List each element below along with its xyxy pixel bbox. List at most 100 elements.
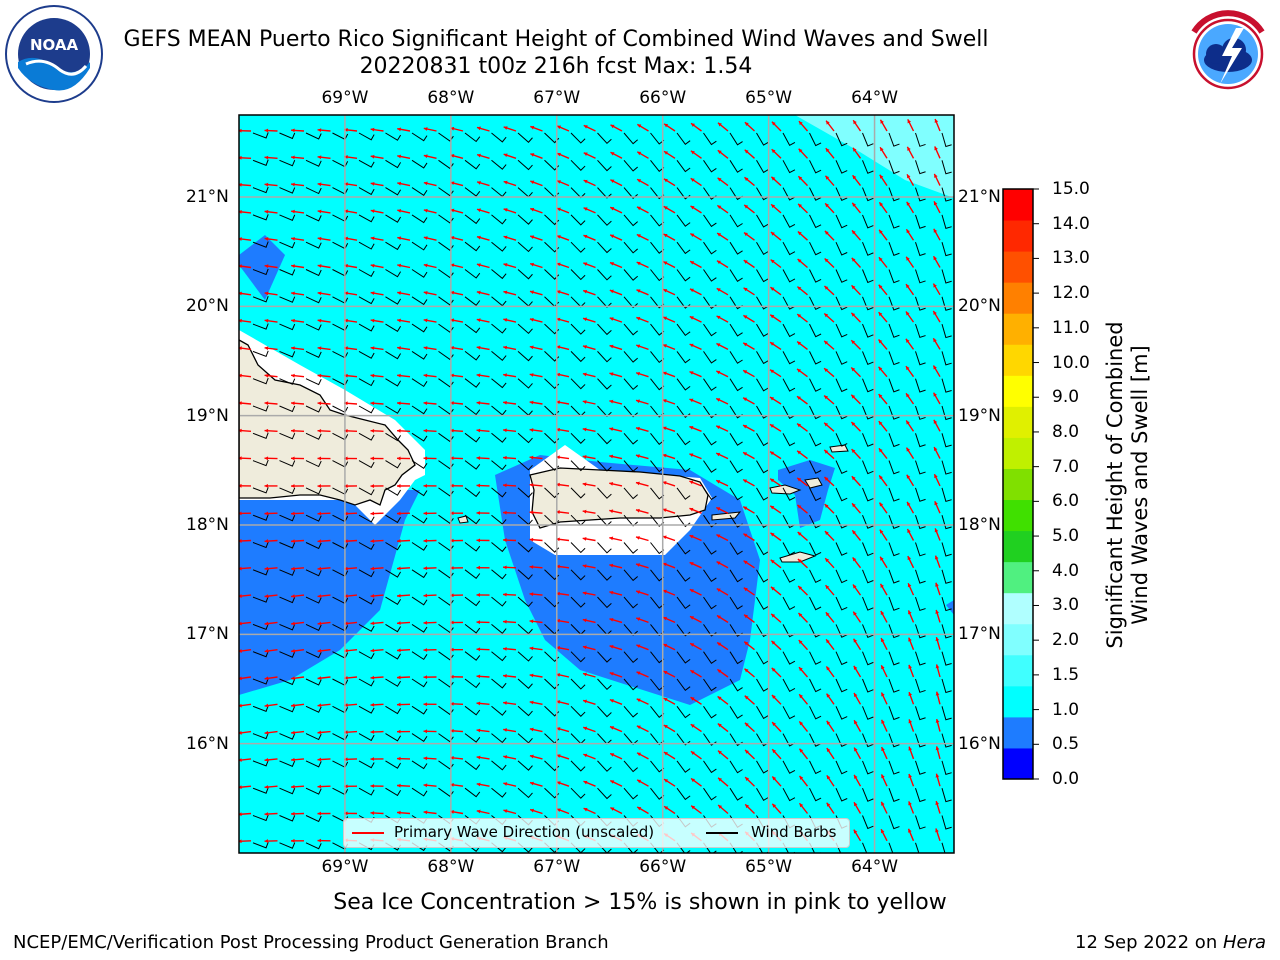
wind-barb (358, 569, 375, 578)
wave-direction-arrowhead (583, 152, 588, 157)
wave-direction-arrowhead (291, 784, 295, 789)
wave-direction-arrowhead (717, 205, 722, 210)
wave-direction-arrowhead (317, 236, 322, 241)
wind-barb (491, 405, 507, 416)
wave-direction-arrow (962, 446, 967, 458)
wave-direction-arrowhead (529, 345, 534, 350)
wind-barb (252, 705, 269, 712)
wind-barb (941, 706, 952, 721)
wave-direction-arrowhead (771, 121, 776, 126)
wind-barb (517, 787, 533, 799)
wind-barb (252, 487, 269, 494)
colorbar-segment (1003, 499, 1033, 532)
wave-direction-arrowhead (264, 621, 269, 626)
wave-direction-arrowhead (344, 484, 348, 488)
wave-direction-arrowhead (609, 317, 614, 321)
sea-ice-note: Sea Ice Concentration > 15% is shown in … (333, 890, 947, 915)
wave-direction-arrowhead (881, 692, 885, 697)
wind-barb (969, 461, 978, 475)
wave-direction-arrowhead (610, 807, 615, 811)
wind-barb (358, 159, 375, 168)
wave-direction-arrowhead (370, 263, 375, 268)
wave-direction-arrowhead (637, 124, 642, 128)
colorbar-tick-label: 14.0 (1052, 213, 1090, 234)
wave-direction-arrowhead (291, 182, 295, 187)
wave-direction-arrowhead (935, 582, 939, 587)
wave-direction-arrowhead (370, 648, 375, 653)
wave-direction-arrowhead (582, 537, 587, 541)
wave-direction-arrowhead (907, 119, 912, 124)
wind-barb (252, 377, 269, 385)
wave-direction-arrowhead (344, 128, 348, 132)
wind-barb (305, 596, 322, 604)
wind-barb (438, 432, 454, 443)
wind-barb (703, 241, 717, 255)
wind-barb (729, 460, 743, 474)
wave-direction-arrowhead (961, 173, 965, 177)
wind-barb (464, 460, 481, 470)
wave-direction-arrowhead (609, 482, 614, 486)
wave-direction-arrowhead (584, 862, 588, 865)
wind-barb (570, 269, 586, 281)
wind-barb (809, 514, 822, 529)
wind-barb (597, 187, 612, 199)
wave-direction-arrowhead (344, 346, 348, 351)
wave-direction-arrowhead (962, 146, 966, 150)
wind-barb (862, 378, 874, 393)
wind-barb (491, 159, 507, 170)
wave-direction-arrowhead (583, 317, 587, 322)
wave-direction-arrowhead (344, 784, 348, 789)
wave-direction-arrowhead (317, 346, 322, 351)
wave-direction-arrowhead (476, 290, 481, 295)
wind-barb (862, 323, 874, 338)
wind-barb (729, 241, 743, 255)
wind-barb (570, 596, 586, 608)
wind-barb (570, 432, 586, 444)
wave-direction-arrow (584, 863, 596, 869)
wave-direction-arrowhead (291, 621, 295, 626)
wind-barb (915, 214, 926, 229)
wave-direction-arrowhead (935, 801, 940, 805)
wave-direction-arrowhead (530, 125, 535, 130)
wave-direction-arrowhead (851, 257, 856, 262)
wave-direction-arrowhead (450, 345, 454, 350)
wind-barb (570, 705, 586, 717)
wave-direction-arrowhead (879, 475, 883, 480)
wave-direction-arrowhead (878, 257, 883, 262)
wind-barb (915, 706, 926, 721)
wind-barb (491, 733, 507, 744)
wave-direction-arrowhead (344, 730, 348, 735)
wave-direction-arrowhead (450, 428, 454, 433)
wave-direction-arrowhead (933, 310, 937, 315)
wind-barb (862, 542, 874, 557)
wave-direction-arrowhead (291, 566, 295, 571)
colorbar-tick-label: 1.5 (1052, 664, 1080, 685)
noaa-logo-icon: NOAA (4, 4, 104, 104)
wave-direction-arrowhead (423, 346, 428, 350)
wind-barb (252, 132, 269, 139)
wave-direction-arrowhead (317, 594, 322, 599)
wave-direction-arrowhead (291, 703, 295, 708)
wind-barb (941, 351, 952, 366)
wave-direction-arrowhead (583, 780, 588, 785)
wind-barb (438, 651, 454, 661)
wind-barb (279, 378, 296, 385)
wind-barb (623, 351, 638, 363)
wave-direction-arrowhead (771, 149, 776, 154)
wind-barb (862, 815, 874, 830)
wind-barb (597, 241, 612, 254)
wave-direction-arrowhead (933, 338, 937, 343)
wave-direction-arrowhead (477, 153, 481, 158)
wind-barb (756, 378, 770, 392)
wind-barb (305, 678, 322, 686)
wave-direction-arrowhead (530, 808, 535, 813)
wind-barb (411, 514, 428, 524)
lon-tick-label: 69°W (321, 88, 369, 108)
wave-direction-arrowhead (344, 676, 348, 680)
wind-barb (703, 269, 717, 282)
colorbar-segment (1003, 406, 1033, 438)
wind-barb (809, 269, 822, 283)
wind-barb (597, 705, 612, 718)
wind-barb (385, 159, 402, 169)
wind-barb (835, 351, 848, 365)
